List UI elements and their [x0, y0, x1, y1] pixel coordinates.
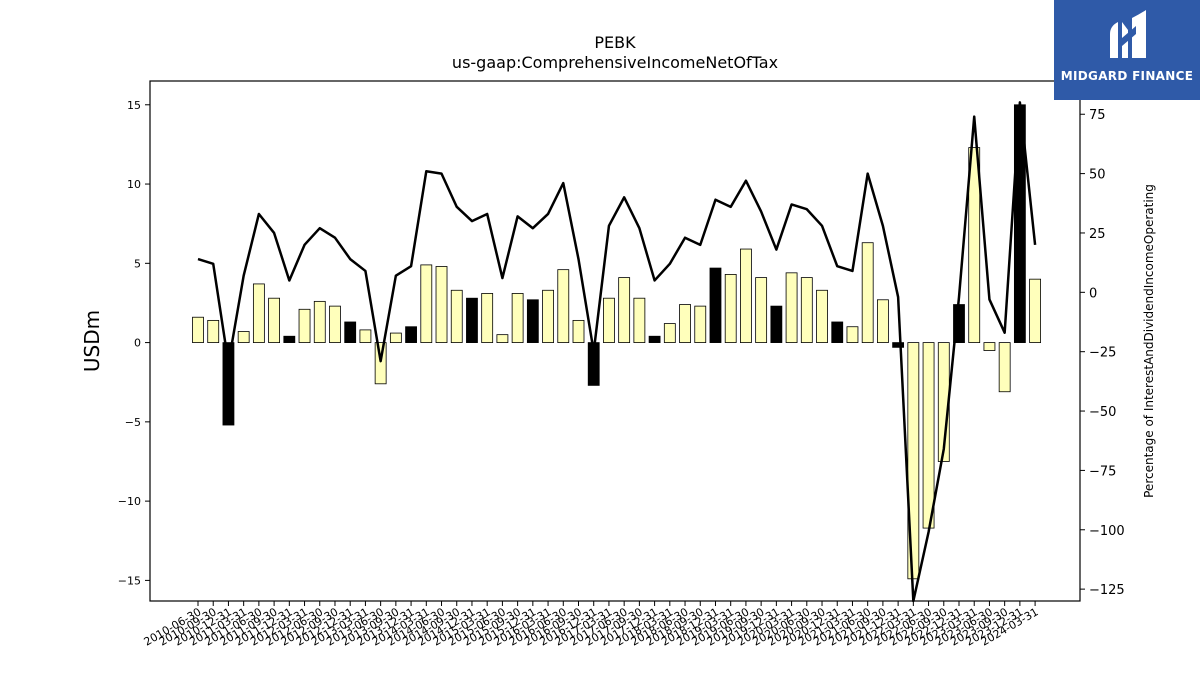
- bar: [405, 326, 417, 343]
- y2-tick-label: −125: [1089, 583, 1125, 598]
- bar: [237, 331, 250, 343]
- bar: [298, 308, 311, 343]
- bar: [1029, 278, 1041, 343]
- bar: [389, 332, 402, 343]
- plot-frame: [149, 80, 1081, 602]
- y2-tick-label: 25: [1089, 227, 1106, 242]
- bar: [740, 248, 752, 343]
- bar: [192, 316, 204, 343]
- bar: [450, 289, 463, 343]
- bar: [526, 299, 539, 343]
- bar: [998, 342, 1011, 393]
- bar: [694, 305, 707, 343]
- bar: [207, 319, 220, 343]
- bar: [481, 293, 494, 343]
- bar: [922, 342, 935, 529]
- bar: [861, 242, 874, 343]
- y-tick-label: −15: [118, 574, 141, 587]
- bar: [542, 289, 554, 343]
- y2-tick-label: 0: [1089, 286, 1097, 301]
- bar: [618, 277, 631, 343]
- bar: [435, 266, 448, 343]
- midgard-logo-icon: [1110, 10, 1146, 58]
- bar: [785, 272, 798, 343]
- bar: [755, 277, 768, 343]
- chart-title: PEBK: [594, 33, 636, 52]
- y-tick-label: 15: [127, 99, 141, 112]
- logo-text: MIDGARD FINANCE: [1060, 69, 1194, 83]
- bar: [724, 274, 737, 343]
- bar: [359, 329, 372, 343]
- bar: [252, 283, 265, 343]
- y-tick-label: −10: [118, 495, 141, 508]
- bar: [557, 269, 570, 343]
- y2-tick-label: −25: [1089, 346, 1116, 361]
- left-y-axis: −15 −10 −5 0 5 10 15: [118, 99, 150, 587]
- y2-tick-label: −75: [1089, 464, 1116, 479]
- y2-tick-label: 75: [1089, 108, 1106, 123]
- bar: [968, 147, 981, 343]
- bar-series: [192, 104, 1041, 580]
- bar: [283, 335, 296, 343]
- y-tick-label: 10: [127, 178, 141, 191]
- bar: [344, 321, 357, 343]
- bar: [663, 323, 676, 343]
- y2-tick-label: 50: [1089, 168, 1106, 183]
- bar: [222, 342, 235, 426]
- y2-tick-label: −100: [1089, 524, 1125, 539]
- y-axis-label: USDm: [80, 310, 104, 372]
- bar: [877, 299, 889, 343]
- y-tick-label: 0: [134, 337, 141, 350]
- bar: [313, 300, 326, 343]
- right-y-axis: −125 −100 −75 −50 −25 0 25 50 75: [1080, 108, 1125, 598]
- bar: [511, 293, 524, 343]
- y2-tick-label: −50: [1089, 405, 1116, 420]
- bar: [831, 321, 844, 343]
- x-axis: 2010-06-302010-09-302010-12-312011-03-31…: [142, 601, 1041, 649]
- bar: [679, 304, 691, 343]
- bar: [633, 297, 646, 343]
- bar: [466, 297, 478, 343]
- bar: [572, 319, 585, 343]
- bar: [983, 342, 996, 351]
- bar: [846, 326, 859, 343]
- bar: [374, 342, 387, 385]
- bar: [800, 277, 813, 343]
- percentage-line: [197, 101, 1037, 603]
- bar: [709, 267, 722, 343]
- bar: [648, 335, 661, 343]
- bar: [892, 342, 905, 348]
- y2-axis-label: Percentage of InterestAndDividendIncomeO…: [1142, 184, 1156, 498]
- y-tick-label: 5: [134, 257, 141, 270]
- bar: [268, 297, 281, 343]
- line-series: [197, 101, 1037, 603]
- bar: [496, 334, 509, 343]
- bar: [603, 297, 615, 343]
- chart-subtitle: us-gaap:ComprehensiveIncomeNetOfTax: [452, 53, 778, 72]
- brand-logo: MIDGARD FINANCE: [1054, 0, 1200, 100]
- bar: [329, 305, 341, 343]
- bar: [770, 305, 783, 343]
- bar: [420, 264, 433, 343]
- y-tick-label: −5: [125, 416, 141, 429]
- bar: [816, 289, 828, 343]
